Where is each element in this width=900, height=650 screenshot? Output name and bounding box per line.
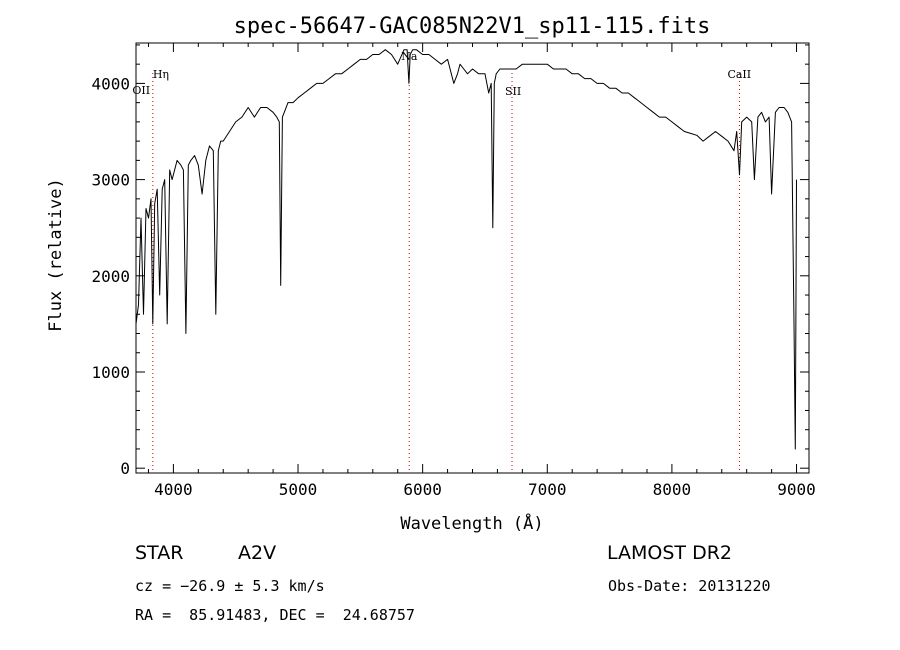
object-type: STAR bbox=[135, 542, 184, 564]
y-tick-label: 1000 bbox=[91, 363, 130, 382]
line-marker-label: OII bbox=[132, 84, 150, 97]
tick-layer: 4000 5000 6000 7000 8000 9000 0 1000 2000 3000 400… bbox=[91, 43, 816, 499]
x-axis-label: Wavelength (Å) bbox=[400, 512, 543, 534]
y-tick-label: 4000 bbox=[91, 74, 130, 93]
x-tick-label: 7000 bbox=[528, 480, 567, 499]
y-axis-label: Flux (relative) bbox=[46, 178, 66, 332]
spectrum-line bbox=[135, 49, 797, 450]
obs-date: Obs-Date: 20131220 bbox=[608, 577, 771, 595]
x-tick-label: 8000 bbox=[653, 480, 692, 499]
redshift-info: cz = −26.9 ± 5.3 km/s bbox=[135, 577, 325, 595]
spectral-subclass: A2V bbox=[238, 542, 277, 564]
line-marker-label: Hη bbox=[153, 68, 169, 81]
line-marker-label: Na bbox=[401, 50, 418, 63]
plot-frame bbox=[135, 42, 810, 474]
line-marker-label: SII bbox=[505, 85, 521, 98]
survey-label: LAMOST DR2 bbox=[607, 542, 732, 564]
y-tick-label: 3000 bbox=[91, 171, 130, 190]
x-tick-label: 6000 bbox=[403, 480, 442, 499]
chart-title: spec-56647-GAC085N22V1_sp11-115.fits bbox=[234, 14, 711, 39]
series-layer bbox=[135, 49, 797, 450]
y-tick-label: 0 bbox=[120, 459, 130, 478]
line-marker-label: CaII bbox=[727, 68, 751, 81]
x-tick-label: 4000 bbox=[154, 480, 193, 499]
line-marker-layer bbox=[152, 73, 740, 473]
y-tick-label: 2000 bbox=[91, 267, 130, 286]
coordinates: RA = 85.91483, DEC = 24.68757 bbox=[135, 606, 415, 624]
x-tick-label: 5000 bbox=[279, 480, 318, 499]
x-tick-label: 9000 bbox=[777, 480, 816, 499]
